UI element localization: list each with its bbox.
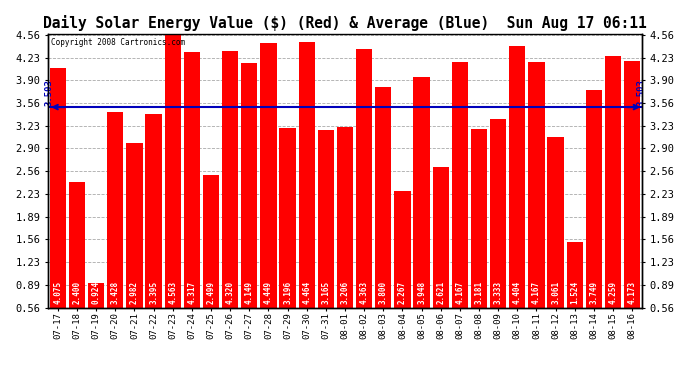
Bar [356,48,373,308]
Title: Daily Solar Energy Value ($) (Red) & Average (Blue)  Sun Aug 17 06:11: Daily Solar Energy Value ($) (Red) & Ave… [43,15,647,31]
Bar [394,191,411,308]
Text: 3.800: 3.800 [379,281,388,304]
Text: Copyright 2008 Cartronics.com: Copyright 2008 Cartronics.com [51,38,186,47]
Text: 3.061: 3.061 [551,281,560,304]
Bar [279,128,296,308]
Text: 1.524: 1.524 [570,281,579,304]
Bar [566,242,583,308]
Text: 3.181: 3.181 [475,281,484,304]
Text: 4.404: 4.404 [513,281,522,304]
Text: 4.173: 4.173 [628,281,637,304]
Bar [490,118,506,308]
Bar [624,62,640,308]
Bar [184,52,200,308]
Text: 4.563: 4.563 [168,281,177,304]
Text: 3.749: 3.749 [589,281,598,304]
Text: 4.363: 4.363 [359,281,368,304]
Bar [317,130,334,308]
Bar [126,142,143,308]
Bar [69,182,85,308]
Text: 3.206: 3.206 [340,281,350,304]
Text: 4.259: 4.259 [609,281,618,304]
Bar [529,62,544,308]
Bar [471,129,487,308]
Bar [413,77,430,308]
Bar [433,167,449,308]
Bar [337,128,353,308]
Bar [241,63,257,308]
Text: 3.333: 3.333 [493,281,502,304]
Text: 2.499: 2.499 [206,281,215,304]
Text: 3.395: 3.395 [149,281,158,304]
Text: 3.948: 3.948 [417,281,426,304]
Bar [260,43,277,308]
Text: 4.320: 4.320 [226,281,235,304]
Bar [107,112,124,308]
Text: 3.503: 3.503 [44,79,53,106]
Text: 4.075: 4.075 [53,281,62,304]
Bar [586,90,602,308]
Text: 3.428: 3.428 [111,281,120,304]
Text: 3.196: 3.196 [283,281,292,304]
Bar [222,51,238,308]
Text: 2.400: 2.400 [72,281,81,304]
Bar [509,46,525,308]
Bar [88,283,104,308]
Text: 4.149: 4.149 [245,281,254,304]
Text: 2.982: 2.982 [130,281,139,304]
Text: 4.317: 4.317 [188,281,197,304]
Bar [146,114,161,308]
Bar [375,87,391,308]
Text: 0.924: 0.924 [92,281,101,304]
Text: 3.165: 3.165 [322,281,331,304]
Text: 3.503: 3.503 [636,79,645,106]
Text: 4.167: 4.167 [455,281,464,304]
Bar [547,137,564,308]
Bar [605,56,621,308]
Text: 4.464: 4.464 [302,281,311,304]
Bar [452,62,468,308]
Bar [299,42,315,308]
Text: 4.449: 4.449 [264,281,273,304]
Text: 4.167: 4.167 [532,281,541,304]
Bar [165,35,181,308]
Bar [50,68,66,308]
Text: 2.267: 2.267 [398,281,407,304]
Text: 2.621: 2.621 [436,281,445,304]
Bar [203,176,219,308]
